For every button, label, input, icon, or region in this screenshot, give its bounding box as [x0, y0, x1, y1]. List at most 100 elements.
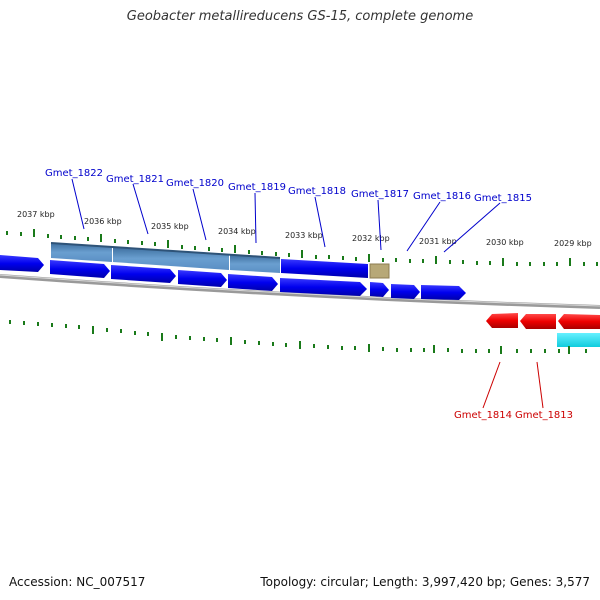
scale-labels: 2037 kbp 2036 kbp 2035 kbp 2034 kbp 2033…	[17, 210, 592, 248]
tick-mark	[134, 331, 136, 335]
gene-label-gmet-1820[interactable]: Gmet_1820	[166, 178, 224, 189]
forward-label-leaders	[71, 178, 501, 253]
gene-label-gmet-1817[interactable]: Gmet_1817	[351, 189, 409, 200]
forward-cds-arrow[interactable]	[228, 274, 278, 291]
forward-cds-arrow[interactable]	[178, 270, 227, 287]
tick-mark	[489, 261, 491, 265]
forward-cds-arrow[interactable]	[111, 265, 176, 283]
tick-mark	[288, 253, 290, 257]
tan-feature[interactable]	[369, 263, 390, 279]
tick-mark	[272, 342, 274, 346]
reverse-cds-arrow[interactable]	[486, 313, 518, 328]
label-leader-line	[536, 361, 544, 409]
forward-cds-arrow[interactable]	[50, 260, 110, 278]
scale-label: 2034 kbp	[218, 227, 256, 236]
tick-mark	[114, 239, 116, 243]
reverse-gene-labels: Gmet_1814 Gmet_1813	[454, 410, 573, 421]
tick-mark	[558, 349, 560, 353]
tick-mark	[230, 337, 232, 345]
forward-feature-band[interactable]	[281, 259, 368, 278]
tick-mark	[92, 326, 94, 334]
gene-label-gmet-1815[interactable]: Gmet_1815	[474, 193, 532, 204]
tick-mark	[368, 254, 370, 262]
tick-mark	[285, 343, 287, 347]
tick-mark	[500, 346, 502, 354]
gene-label-gmet-1814[interactable]: Gmet_1814	[454, 410, 512, 421]
operon-feature-segment	[230, 255, 280, 273]
tick-mark	[435, 256, 437, 264]
tick-mark	[342, 256, 344, 260]
tick-mark	[585, 349, 587, 353]
tick-mark	[568, 346, 570, 354]
tick-mark	[175, 335, 177, 339]
tick-mark	[395, 258, 397, 262]
scale-label: 2031 kbp	[419, 237, 457, 246]
tick-mark	[147, 332, 149, 336]
tick-mark	[382, 258, 384, 262]
tick-mark	[106, 328, 108, 332]
tick-mark	[382, 347, 384, 351]
label-leader-line	[192, 188, 207, 241]
gene-label-gmet-1822[interactable]: Gmet_1822	[45, 168, 103, 179]
tick-mark	[516, 349, 518, 353]
scale-label: 2035 kbp	[151, 222, 189, 231]
genome-summary-label: Topology: circular; Length: 3,997,420 bp…	[260, 575, 590, 589]
scale-label: 2037 kbp	[17, 210, 55, 219]
forward-cds-track	[0, 255, 466, 300]
scale-label: 2032 kbp	[352, 234, 390, 243]
gene-label-gmet-1818[interactable]: Gmet_1818	[288, 186, 346, 197]
scale-label: 2036 kbp	[84, 217, 122, 226]
tick-mark	[596, 262, 598, 266]
tick-mark	[208, 247, 210, 251]
tick-mark	[203, 337, 205, 341]
tick-mark	[167, 240, 169, 248]
tick-mark	[120, 329, 122, 333]
tick-mark	[543, 262, 545, 266]
reverse-cds-track	[486, 313, 600, 329]
forward-cds-arrow[interactable]	[421, 285, 466, 300]
forward-gene-labels: Gmet_1822 Gmet_1821 Gmet_1820 Gmet_1819 …	[45, 168, 532, 204]
tick-mark	[33, 229, 35, 237]
label-leader-line	[377, 199, 382, 251]
operon-feature-band[interactable]	[50, 242, 281, 273]
reverse-tick-ring	[9, 320, 587, 354]
reverse-cds-arrow[interactable]	[520, 314, 556, 329]
tick-mark	[355, 257, 357, 261]
tick-mark	[258, 341, 260, 345]
tick-mark	[462, 260, 464, 264]
tick-mark	[127, 240, 129, 244]
tick-mark	[65, 324, 67, 328]
forward-cds-arrow[interactable]	[280, 278, 367, 296]
tick-mark	[6, 231, 8, 235]
gene-label-gmet-1819[interactable]: Gmet_1819	[228, 182, 286, 193]
tick-mark	[530, 349, 532, 353]
label-leader-line	[406, 201, 441, 252]
gene-label-gmet-1816[interactable]: Gmet_1816	[413, 191, 471, 202]
tick-mark	[221, 248, 223, 252]
scale-label: 2033 kbp	[285, 231, 323, 240]
forward-cds-arrow[interactable]	[370, 282, 389, 297]
label-leader-line	[482, 361, 501, 409]
tick-mark	[244, 340, 246, 344]
gene-label-gmet-1821[interactable]: Gmet_1821	[106, 174, 164, 185]
tick-mark	[583, 262, 585, 266]
tick-mark	[181, 245, 183, 249]
accession-label: Accession: NC_007517	[9, 575, 146, 589]
reverse-cds-arrow[interactable]	[558, 314, 600, 329]
map-title: Geobacter metallireducens GS-15, complet…	[126, 9, 474, 24]
tick-mark	[396, 348, 398, 352]
forward-cds-arrow[interactable]	[0, 255, 44, 272]
cyan-feature[interactable]	[557, 333, 600, 347]
operon-feature-segment	[51, 243, 112, 262]
label-leader-line	[71, 178, 85, 230]
tick-mark	[60, 235, 62, 239]
reverse-label-leaders	[482, 361, 544, 409]
tick-mark	[447, 348, 449, 352]
tick-mark	[74, 236, 76, 240]
gene-label-gmet-1813[interactable]: Gmet_1813	[515, 410, 573, 421]
forward-cds-arrow[interactable]	[391, 284, 420, 299]
tick-mark	[301, 250, 303, 258]
tick-mark	[194, 246, 196, 250]
